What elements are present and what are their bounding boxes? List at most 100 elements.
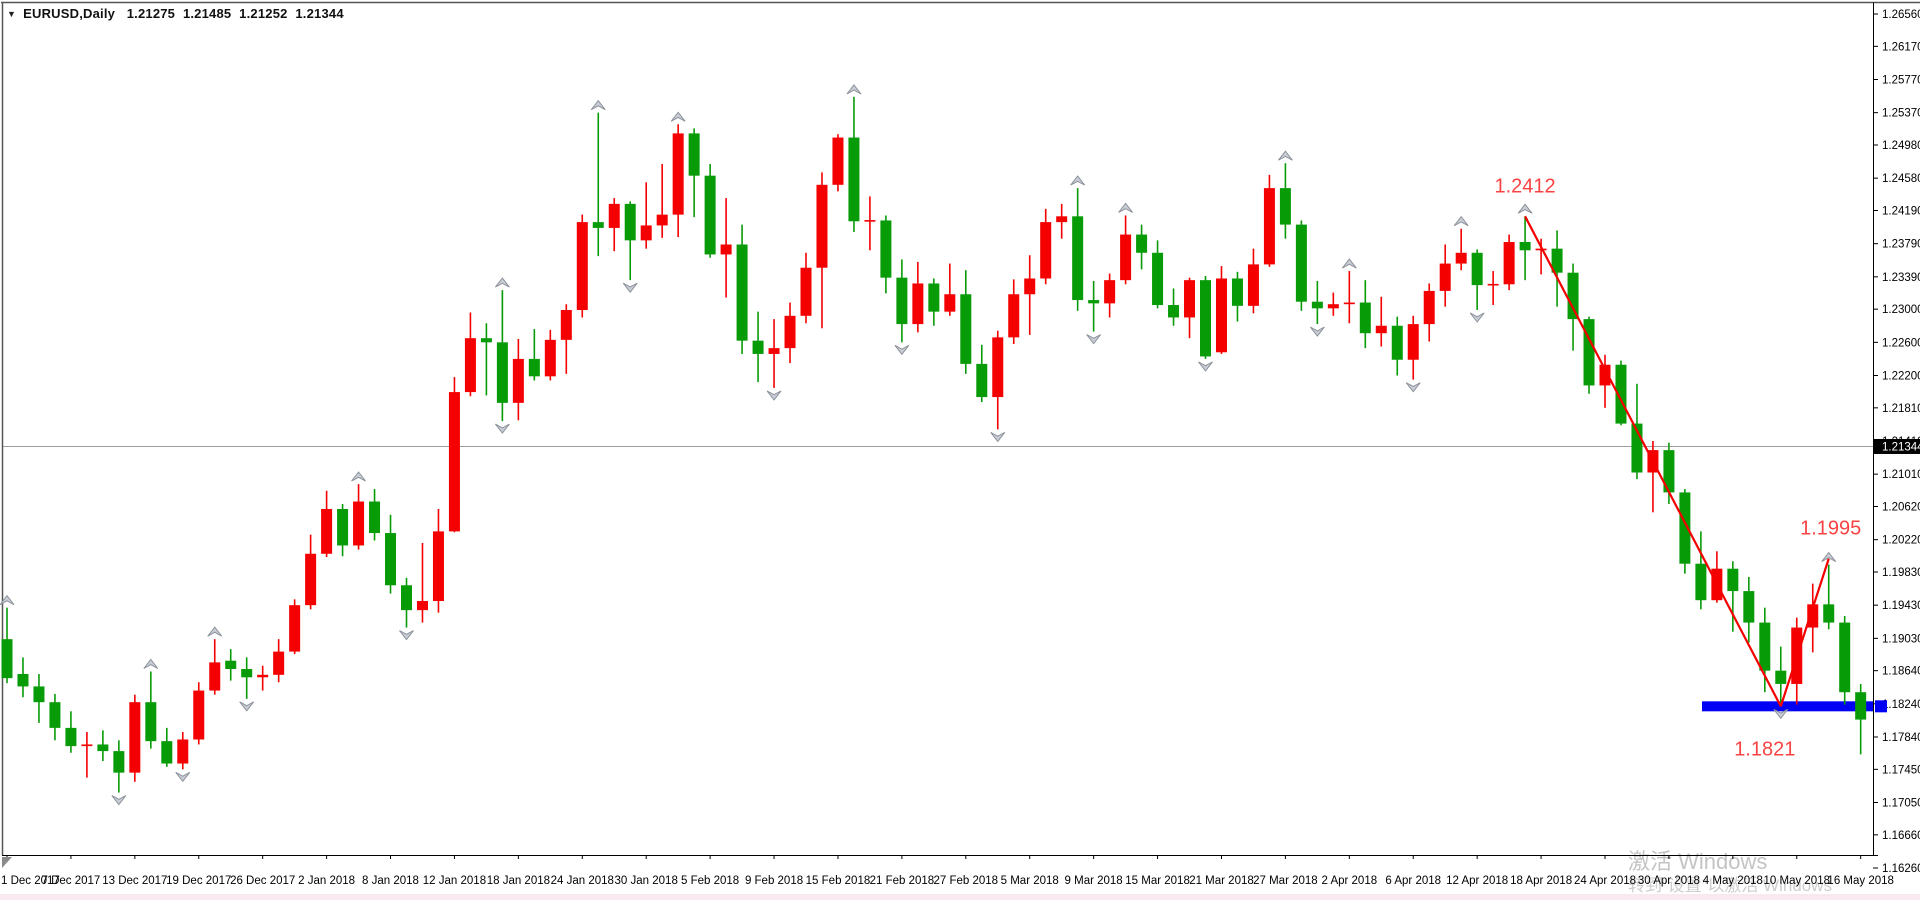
candle <box>880 215 892 294</box>
fractal-up-icon <box>1517 203 1533 214</box>
candle <box>305 534 317 610</box>
candle <box>992 330 1004 430</box>
candle-body <box>752 340 764 354</box>
candle-body <box>496 342 508 403</box>
fractal-down-icon <box>494 423 510 434</box>
price-tick-label: 1.19030 <box>1882 633 1920 645</box>
candle <box>832 134 844 192</box>
date-tick-label: 21 Feb 2018 <box>870 875 935 887</box>
candle-body <box>1295 224 1307 302</box>
candle <box>113 740 125 793</box>
candle-body <box>1279 188 1291 225</box>
date-tick-label: 13 Dec 2017 <box>102 875 167 887</box>
candle <box>1088 280 1100 332</box>
candle <box>1791 617 1803 705</box>
chevron-down-icon[interactable]: ▼ <box>7 9 17 19</box>
annotation-peak-price[interactable]: 1.2412 <box>1495 175 1556 197</box>
price-tick-label: 1.18240 <box>1882 699 1920 711</box>
support-line[interactable] <box>1702 701 1873 712</box>
trendline-descending[interactable] <box>1524 215 1782 707</box>
fractal-down-icon <box>1309 326 1325 337</box>
fractal-up-icon <box>351 471 366 482</box>
price-tick-label: 1.21810 <box>1882 403 1920 415</box>
candle <box>353 484 365 550</box>
candle-body <box>1247 264 1259 306</box>
scroll-corner-icon[interactable] <box>2 857 12 868</box>
fractal-down-icon <box>1198 361 1213 372</box>
candle <box>1407 315 1419 380</box>
candle-body <box>928 283 940 312</box>
candle <box>1263 174 1275 267</box>
candle <box>912 261 924 333</box>
candle-body <box>864 220 876 222</box>
date-tick-label: 21 Mar 2018 <box>1189 875 1254 887</box>
fractal-down-icon <box>894 344 910 356</box>
date-tick-label: 5 Mar 2018 <box>1001 875 1059 887</box>
price-tick-label: 1.20220 <box>1882 535 1920 547</box>
candle <box>1120 215 1132 285</box>
candle <box>1136 224 1148 270</box>
price-tick-label: 1.16660 <box>1882 830 1920 842</box>
fractal-down-icon <box>239 701 255 712</box>
candle-body <box>896 277 908 325</box>
candle-body <box>480 338 492 343</box>
candle <box>672 124 684 238</box>
candle-body <box>225 660 237 670</box>
candle-body <box>65 727 77 747</box>
candle <box>640 182 652 249</box>
support-line-axis-marker <box>1875 700 1887 713</box>
candle <box>209 639 221 695</box>
fractal-up-icon <box>670 111 686 122</box>
candle <box>464 312 476 397</box>
price-tick-label: 1.23000 <box>1882 304 1920 316</box>
candle-body <box>1839 622 1851 693</box>
candle <box>864 196 876 251</box>
candle <box>800 252 812 324</box>
candle <box>1072 188 1084 311</box>
fractal-up-icon <box>1070 175 1086 186</box>
candle-body <box>1359 302 1371 334</box>
candle <box>1679 489 1691 574</box>
candle-body <box>49 702 61 728</box>
candle-body <box>976 363 988 398</box>
candle-body <box>337 508 349 546</box>
date-tick-label: 18 Jan 2018 <box>487 875 550 887</box>
quote-open: 1.21275 <box>126 6 176 21</box>
price-tick-label: 1.26170 <box>1882 41 1920 53</box>
candle-body <box>1024 278 1036 295</box>
candle-body <box>1200 280 1211 357</box>
candle <box>321 490 333 558</box>
price-tick-label: 1.22200 <box>1882 370 1920 382</box>
candle-body <box>305 553 317 606</box>
price-tick-label: 1.26560 <box>1882 9 1920 21</box>
annotation-low-price[interactable]: 1.1821 <box>1734 738 1795 760</box>
candle-body <box>512 358 524 403</box>
price-tick-label: 1.20620 <box>1882 502 1920 514</box>
candle <box>401 577 412 628</box>
price-axis[interactable]: 1.26560 1.26170 1.25770 1.25370 1.24980 1.245… <box>1873 9 1920 875</box>
date-tick-label: 9 Feb 2018 <box>745 875 803 887</box>
candle-body <box>273 651 285 675</box>
price-tick-label: 1.23790 <box>1882 239 1920 251</box>
candle-body <box>672 133 684 215</box>
candle <box>1663 442 1675 505</box>
candle <box>1056 203 1068 239</box>
current-price-tag: 1.21344 <box>1874 438 1920 454</box>
trendline-ascending[interactable] <box>1779 558 1830 707</box>
candle <box>432 508 444 613</box>
annotation-rebound-price[interactable]: 1.1995 <box>1800 518 1861 540</box>
candle-body <box>145 702 157 742</box>
candle <box>1024 255 1036 335</box>
candle-body <box>768 348 780 354</box>
candle <box>97 730 109 762</box>
candle-body <box>1807 604 1819 628</box>
candle-body <box>528 358 540 377</box>
candle-body <box>1040 222 1052 279</box>
candle <box>33 673 45 723</box>
candle-body <box>1631 423 1643 473</box>
candle-body <box>1231 278 1243 306</box>
price-tick-label: 1.24580 <box>1882 173 1920 185</box>
